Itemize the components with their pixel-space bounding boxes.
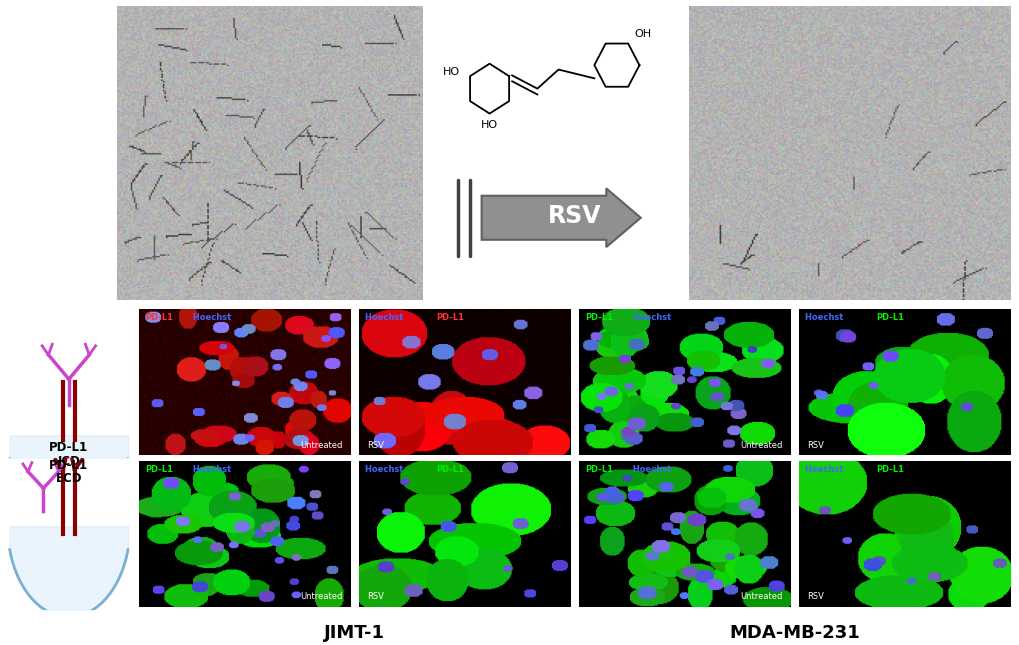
Text: Hoechst: Hoechst (629, 313, 671, 322)
Text: Untreated: Untreated (739, 592, 782, 601)
Text: Untreated: Untreated (300, 441, 341, 450)
FancyArrow shape (481, 188, 640, 247)
Text: HO: HO (442, 68, 460, 77)
Text: RSV: RSV (367, 592, 384, 601)
Text: JIMT-1: JIMT-1 (324, 624, 385, 642)
Text: PD-L1: PD-L1 (49, 441, 89, 454)
Text: PD-L1: PD-L1 (49, 459, 89, 473)
Text: Hoechst: Hoechst (365, 313, 406, 322)
Text: ICD: ICD (57, 455, 81, 468)
Text: OH: OH (634, 29, 651, 39)
Text: Hoechst: Hoechst (190, 465, 230, 474)
Text: Hoechst: Hoechst (190, 313, 230, 322)
Text: Hoechst: Hoechst (365, 465, 406, 474)
Text: Hoechst: Hoechst (804, 313, 846, 322)
Text: RSV: RSV (547, 204, 600, 228)
Text: PD-L1: PD-L1 (875, 465, 904, 474)
Text: PD-L1: PD-L1 (436, 465, 464, 474)
Text: ECD: ECD (56, 471, 82, 484)
Text: PD-L1: PD-L1 (145, 313, 173, 322)
Text: RSV: RSV (367, 441, 384, 450)
Text: PD-L1: PD-L1 (145, 465, 173, 474)
Text: Untreated: Untreated (739, 441, 782, 450)
Text: HO: HO (481, 121, 497, 130)
Text: Untreated: Untreated (300, 592, 341, 601)
Text: PD-L1: PD-L1 (875, 313, 904, 322)
Text: Hoechst: Hoechst (804, 465, 846, 474)
Text: PD-L1: PD-L1 (436, 313, 464, 322)
Text: RSV: RSV (807, 592, 823, 601)
Text: PD-L1: PD-L1 (585, 465, 612, 474)
Text: Hoechst: Hoechst (629, 465, 671, 474)
Text: PD-L1: PD-L1 (585, 313, 612, 322)
Text: RSV: RSV (807, 441, 823, 450)
Text: MDA-MB-231: MDA-MB-231 (729, 624, 859, 642)
